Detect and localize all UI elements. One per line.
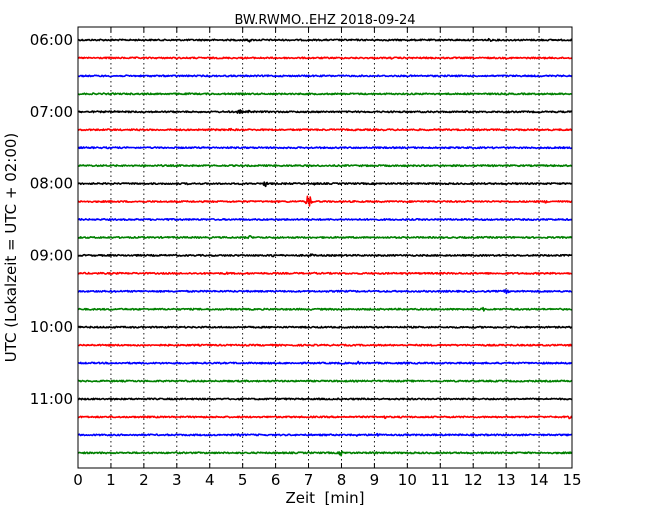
seismic-trace xyxy=(78,380,572,382)
seismic-trace xyxy=(78,308,572,311)
x-tick-label: 12 xyxy=(464,471,483,489)
x-tick-label: 11 xyxy=(431,471,450,489)
x-tick-label: 0 xyxy=(73,471,83,489)
seismic-trace xyxy=(78,290,572,294)
seismic-trace xyxy=(78,236,572,239)
seismic-trace xyxy=(78,362,572,365)
hour-label: 10:00 xyxy=(30,318,73,336)
seismic-trace xyxy=(78,93,572,95)
hour-label: 11:00 xyxy=(30,390,73,408)
x-tick-label: 1 xyxy=(106,471,116,489)
y-axis-label: UTC (Lokalzeit = UTC + 02:00) xyxy=(2,133,20,363)
hour-label: 06:00 xyxy=(30,31,73,49)
x-tick-label: 6 xyxy=(271,471,281,489)
seismic-trace xyxy=(78,129,572,131)
hour-label: 07:00 xyxy=(30,103,73,121)
seismic-trace xyxy=(78,451,572,455)
hour-label: 08:00 xyxy=(30,175,73,193)
seismic-trace xyxy=(78,344,572,346)
seismic-trace xyxy=(78,272,572,274)
x-tick-label: 3 xyxy=(172,471,182,489)
seismic-trace xyxy=(78,39,572,42)
x-tick-label: 10 xyxy=(398,471,417,489)
seismic-trace xyxy=(78,196,572,206)
x-tick-label: 9 xyxy=(370,471,380,489)
x-tick-label: 2 xyxy=(139,471,149,489)
seismic-trace xyxy=(78,398,572,399)
x-tick-label: 4 xyxy=(205,471,215,489)
x-axis-label: Zeit [min] xyxy=(285,489,364,507)
x-tick-label: 15 xyxy=(562,471,581,489)
seismic-trace xyxy=(78,182,572,186)
seismic-trace xyxy=(78,110,572,113)
x-tick-label: 13 xyxy=(497,471,516,489)
x-tick-label: 7 xyxy=(304,471,314,489)
chart-title: BW.RWMO..EHZ 2018-09-24 xyxy=(234,13,415,28)
seismic-trace xyxy=(78,75,572,76)
x-tick-label: 14 xyxy=(530,471,549,489)
seismic-trace xyxy=(78,416,572,418)
x-tick-label: 5 xyxy=(238,471,248,489)
seismic-trace xyxy=(78,57,572,59)
seismic-trace xyxy=(78,327,572,328)
x-tick-label: 8 xyxy=(337,471,347,489)
seismic-trace xyxy=(78,219,572,221)
seismic-trace xyxy=(78,434,572,437)
hour-label: 09:00 xyxy=(30,246,73,264)
seismic-trace xyxy=(78,147,572,148)
seismic-trace xyxy=(78,254,572,256)
seismic-trace xyxy=(78,165,572,167)
